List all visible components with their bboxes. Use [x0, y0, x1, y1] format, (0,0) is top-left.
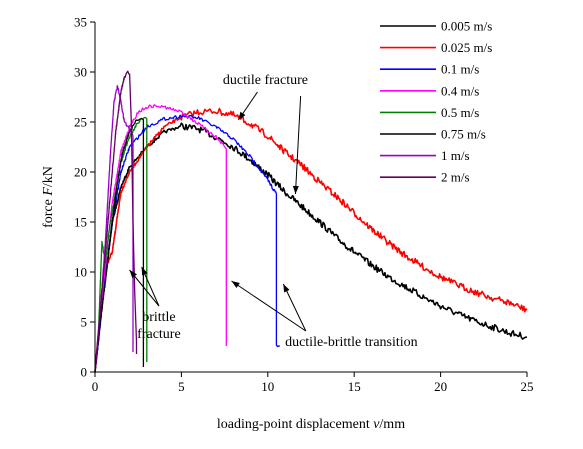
y-ticks: 0 5 10 15 20 25 30 35 — [74, 15, 95, 380]
annotation-arrow — [282, 283, 307, 332]
annotation-arrowhead — [292, 185, 299, 194]
x-axis-title-unit: /mm — [379, 417, 405, 432]
y-axis-title-prefix: force — [41, 196, 56, 228]
x-ticks: 0 5 10 15 20 25 — [92, 372, 534, 394]
annotation-text: brittle — [142, 310, 175, 325]
annotations: ductile fracture brittle fracture ductile-b… — [129, 73, 418, 350]
x-axis-title-var: v — [373, 417, 380, 432]
x-tick-label: 20 — [434, 379, 447, 394]
y-tick-label: 20 — [74, 165, 87, 180]
x-axis-title-prefix: loading-point displacement — [217, 417, 373, 432]
annotation-1: ductile fracture — [223, 73, 308, 195]
x-tick-label: 5 — [178, 379, 185, 394]
annotation-arrow — [231, 280, 307, 332]
series-line-1-m-s — [94, 85, 134, 373]
legend-label-2-m-s: 2 m/s — [441, 170, 470, 185]
axes-layer — [94, 22, 527, 373]
annotation-arrowhead — [129, 270, 137, 279]
y-tick-label: 25 — [74, 115, 87, 130]
x-tick-label: 15 — [348, 379, 361, 394]
y-tick-label: 35 — [74, 15, 87, 30]
y-axis-title-var: F — [41, 187, 56, 197]
series-layer — [94, 70, 528, 373]
series-line-0-75-m-s — [94, 118, 145, 373]
annotation-2: brittle fracture — [129, 266, 181, 342]
annotation-arrowhead — [231, 281, 240, 288]
annotation-3: ductile-brittle transition — [231, 280, 418, 350]
y-tick-label: 30 — [74, 65, 87, 80]
legend-label-0-4-m-s: 0.4 m/s — [441, 83, 479, 98]
legend-label-0-005-m-s: 0.005 m/s — [441, 19, 492, 34]
annotation-text: ductile fracture — [223, 73, 308, 88]
legend-label-0-75-m-s: 0.75 m/s — [441, 127, 486, 142]
y-axis-title-unit: /kN — [41, 166, 56, 187]
x-tick-label: 0 — [92, 379, 99, 394]
legend-label-1-m-s: 1 m/s — [441, 148, 470, 163]
legend-label-0-1-m-s: 0.1 m/s — [441, 62, 479, 77]
annotation-text: fracture — [137, 327, 181, 342]
y-tick-label: 15 — [74, 215, 87, 230]
annotation-arrowhead — [283, 284, 290, 293]
y-axis-title: force F/kN — [41, 166, 56, 228]
annotation-arrow — [294, 95, 302, 195]
legend: 0.005 m/s 0.025 m/s 0.1 m/s 0.4 m/s 0.5 m/s 0… — [380, 19, 492, 185]
annotation-text: ductile-brittle transition — [285, 335, 418, 350]
x-tick-label: 10 — [261, 379, 274, 394]
x-tick-label: 25 — [521, 379, 534, 394]
legend-label-0-025-m-s: 0.025 m/s — [441, 40, 492, 55]
annotation-arrowhead — [238, 111, 246, 120]
series-line-2-m-s — [94, 70, 138, 373]
y-tick-label: 10 — [74, 265, 87, 280]
x-axis-title: loading-point displacement v/mm — [217, 417, 405, 432]
series-line-0-025-m-s — [94, 107, 528, 372]
legend-label-0-5-m-s: 0.5 m/s — [441, 105, 479, 120]
annotation-arrowhead — [141, 267, 148, 276]
y-tick-label: 5 — [81, 315, 88, 330]
y-tick-label: 0 — [81, 365, 88, 380]
